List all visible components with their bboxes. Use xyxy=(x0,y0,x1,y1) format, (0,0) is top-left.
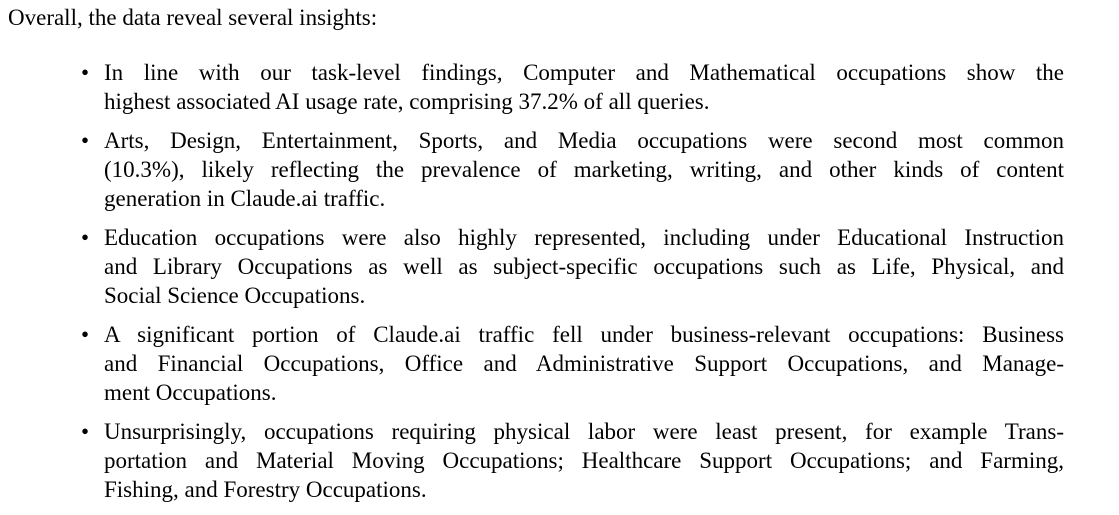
list-item-text: Arts, Design, Entertainment, Sports, and… xyxy=(104,126,1064,213)
list-item-text: Education occupations were also highly r… xyxy=(104,223,1064,310)
text-line: ment Occupations. xyxy=(104,380,277,405)
bullet-icon: • xyxy=(81,128,90,153)
text-line: A significant portion of Claude.ai traff… xyxy=(104,322,1064,347)
text-line: Education occupations were also highly r… xyxy=(104,225,1064,250)
text-line: and Financial Occupations, Office and Ad… xyxy=(104,351,1064,376)
list-item-text: In line with our task-level findings, Co… xyxy=(104,58,1064,116)
text-line: Social Science Occupations. xyxy=(104,283,366,308)
text-line: Fishing, and Forestry Occupations. xyxy=(104,477,427,502)
text-line: and Library Occupations as well as subje… xyxy=(104,254,1064,279)
text-line: generation in Claude.ai traffic. xyxy=(104,186,386,211)
text-line: Arts, Design, Entertainment, Sports, and… xyxy=(104,128,1064,153)
text-line: Unsurprisingly, occupations requiring ph… xyxy=(104,419,1064,444)
text-line: portation and Material Moving Occupation… xyxy=(104,448,1064,473)
list-item-text: A significant portion of Claude.ai traff… xyxy=(104,320,1064,407)
bullet-icon: • xyxy=(81,419,90,444)
bullet-icon: • xyxy=(81,322,90,347)
bullet-icon: • xyxy=(81,60,90,85)
bullet-icon: • xyxy=(81,225,90,250)
intro-paragraph: Overall, the data reveal several insight… xyxy=(8,5,378,30)
list-item-text: Unsurprisingly, occupations requiring ph… xyxy=(104,417,1064,504)
text-line: (10.3%), likely reflecting the prevalenc… xyxy=(104,157,1064,182)
text-line: highest associated AI usage rate, compri… xyxy=(104,89,710,114)
text-line: In line with our task-level findings, Co… xyxy=(104,60,1064,85)
